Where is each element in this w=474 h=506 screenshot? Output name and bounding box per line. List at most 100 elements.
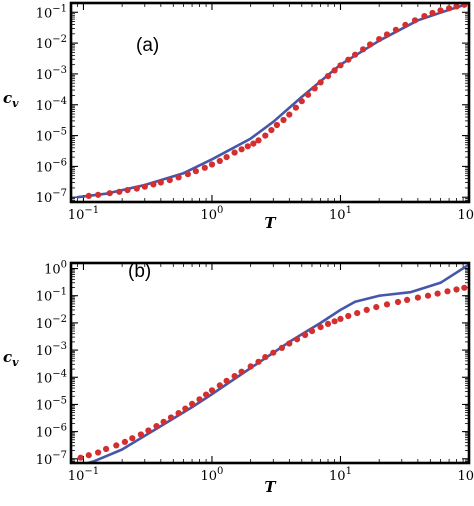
data-point	[223, 377, 230, 384]
y-tick-label: 10−5	[36, 395, 67, 413]
data-point	[317, 79, 324, 86]
data-point	[392, 26, 399, 33]
model-curve	[76, 3, 468, 199]
data-point	[437, 7, 444, 14]
data-point	[255, 137, 262, 144]
data-point	[278, 344, 285, 351]
data-point	[250, 140, 257, 147]
data-point	[317, 324, 324, 331]
y-axis-label: cv	[3, 89, 19, 110]
data-point	[203, 391, 210, 398]
data-point	[167, 414, 175, 421]
data-point	[145, 427, 152, 434]
y-tick-label: 10−1	[36, 287, 67, 305]
data-point	[337, 62, 344, 69]
data-point	[262, 132, 269, 139]
plot-frame	[69, 261, 471, 465]
data-point	[208, 161, 216, 168]
data-point	[231, 373, 238, 380]
y-tick-label: 10−7	[36, 450, 67, 468]
data-point	[444, 288, 451, 295]
panel-b: 10−1 100 101 102 10−7 10−6 10−5 10−4 10−3 10−2 10−…	[3, 260, 474, 496]
data-point	[157, 179, 164, 186]
data-point	[383, 31, 391, 38]
data-point	[404, 296, 411, 303]
data-point	[184, 171, 191, 178]
data-point	[192, 168, 199, 175]
x-tick-label: 10−1	[68, 205, 99, 223]
x-axis-label: T	[264, 478, 277, 496]
data-point	[280, 116, 287, 124]
data-point	[175, 174, 182, 181]
data-point	[137, 431, 144, 438]
data-point	[298, 98, 305, 105]
data-point	[331, 318, 338, 325]
data-point	[273, 121, 280, 129]
data-point	[141, 183, 148, 190]
data-point	[345, 312, 352, 320]
data-point	[424, 292, 432, 299]
data-point	[373, 304, 380, 311]
data-point	[429, 9, 436, 17]
data-point	[308, 328, 316, 335]
data-point	[394, 298, 402, 306]
data-point	[166, 177, 173, 184]
data-point	[116, 188, 123, 195]
panel-label: (b)	[128, 261, 151, 282]
data-point	[262, 354, 269, 361]
data-point	[461, 284, 468, 291]
data-point	[311, 85, 318, 92]
y-tick-label: 10−6	[36, 157, 67, 175]
y-axis-label: cv	[3, 348, 19, 369]
data-point	[150, 181, 157, 188]
data-point	[175, 410, 182, 417]
data-point	[77, 454, 84, 461]
data-point	[286, 340, 293, 347]
data-point	[421, 13, 428, 20]
x-axis-label: T	[264, 214, 277, 232]
data-point	[216, 382, 223, 389]
data-point	[189, 400, 196, 407]
data-point	[238, 146, 245, 153]
plot-area	[77, 263, 469, 463]
data-point	[103, 445, 110, 453]
data-point	[411, 17, 419, 24]
data-point	[446, 5, 453, 12]
data-point	[201, 164, 208, 171]
data-point	[95, 449, 102, 456]
x-tick-label: 10−1	[68, 466, 99, 484]
data-point	[292, 104, 299, 111]
data-point	[106, 190, 113, 197]
y-tick-label: 10−2	[36, 34, 67, 52]
y-tick-label: 10−1	[36, 3, 67, 21]
data-point	[208, 387, 216, 394]
data-point	[182, 405, 189, 412]
data-point	[294, 336, 301, 343]
data-point	[95, 191, 102, 198]
data-point	[129, 435, 136, 442]
data-point	[255, 358, 262, 365]
y-tick-label: 100	[44, 260, 67, 278]
data-point	[402, 21, 409, 28]
data-point	[113, 442, 120, 449]
data-point	[244, 143, 251, 150]
x-tick-label: 102	[458, 205, 474, 223]
data-point	[85, 452, 92, 459]
data-point	[231, 149, 238, 156]
data-point	[453, 3, 460, 10]
data-point	[376, 36, 383, 43]
data-point	[354, 310, 361, 317]
data-point	[360, 46, 367, 53]
y-tick-label: 10−7	[36, 188, 67, 206]
data-point	[121, 438, 128, 445]
data-point	[286, 111, 293, 118]
data-point	[345, 56, 352, 63]
data-point	[85, 192, 92, 199]
data-point	[160, 418, 167, 425]
data-point	[324, 320, 332, 327]
data-point	[216, 157, 223, 165]
y-tick-label: 10−3	[36, 341, 67, 359]
data-point	[363, 306, 370, 313]
data-point	[302, 331, 309, 339]
data-point	[270, 349, 277, 356]
